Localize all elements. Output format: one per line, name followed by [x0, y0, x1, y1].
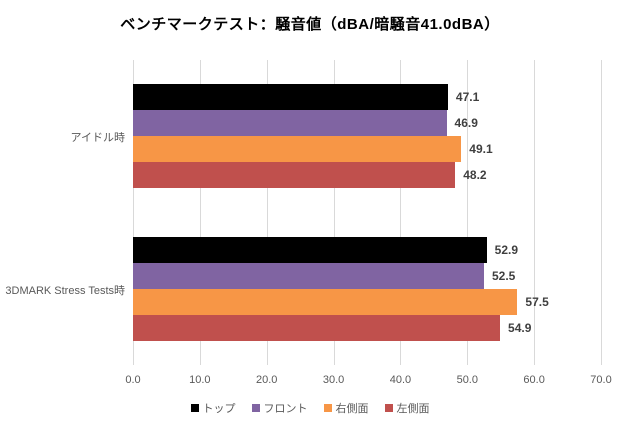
legend-item-左側面: 左側面: [384, 400, 430, 416]
x-tick-label: 10.0: [189, 374, 211, 386]
bar-左側面-アイドル時: [133, 162, 456, 189]
bar-トップ-アイドル時: [133, 84, 448, 111]
legend-swatch-icon: [190, 404, 199, 412]
x-tick-label: 70.0: [590, 374, 612, 386]
value-label: 49.1: [469, 142, 493, 157]
bar-group: 52.9 52.5 57.5 54.9: [133, 236, 601, 341]
gridline: [333, 60, 335, 365]
value-label: 54.9: [508, 320, 532, 335]
x-axis: 0.0 10.0 20.0 30.0 40.0 50.0 60.0 70.0: [125, 374, 611, 388]
legend-item-フロント: フロント: [251, 400, 308, 416]
x-tick-label: 60.0: [523, 374, 545, 386]
legend-item-右側面: 右側面: [323, 400, 369, 416]
value-label: 57.5: [525, 294, 549, 309]
x-tick-label: 50.0: [456, 374, 478, 386]
legend-label: 右側面: [335, 403, 369, 415]
bar-左側面-3DMARK Stress Tests時: [133, 314, 501, 341]
chart-legend: トップ フロント 右側面 左側面: [0, 400, 620, 416]
bar-トップ-3DMARK Stress Tests時: [133, 236, 487, 263]
value-label: 52.9: [494, 242, 519, 257]
legend-swatch-icon: [251, 404, 260, 412]
bar-group: 47.1 46.9 49.1 48.2: [133, 84, 601, 189]
legend-item-トップ: トップ: [190, 400, 236, 416]
legend-label: フロント: [263, 403, 308, 415]
legend-swatch-icon: [384, 404, 393, 412]
value-label: 47.1: [455, 90, 480, 105]
x-tick-label: 20.0: [255, 374, 278, 386]
value-label: 48.2: [463, 168, 487, 183]
x-tick-label: 40.0: [389, 374, 412, 386]
gridline: [601, 60, 602, 365]
gridline: [400, 60, 402, 365]
bar-フロント-3DMARK Stress Tests時: [133, 262, 484, 289]
gridline: [266, 60, 268, 365]
category-label: アイドル時: [70, 132, 125, 145]
gridline: [199, 60, 201, 365]
bar-フロント-アイドル時: [133, 110, 447, 137]
x-tick-label: 0.0: [125, 374, 141, 386]
value-label: 52.5: [492, 268, 516, 283]
x-tick-label: 30.0: [322, 374, 345, 386]
value-label: 46.9: [454, 116, 478, 131]
bar-右側面-アイドル時: [133, 136, 462, 163]
gridline: [133, 60, 134, 365]
legend-label: トップ: [202, 403, 236, 415]
legend-label: 左側面: [396, 403, 430, 415]
bar-右側面-3DMARK Stress Tests時: [133, 288, 518, 315]
gridline: [534, 60, 536, 365]
category-label: 3DMARK Stress Tests時: [5, 284, 125, 297]
plot-area: 47.1 46.9 49.1 48.2 52.9 52.5 57.5 54.9: [133, 60, 602, 365]
gridline: [467, 60, 469, 365]
chart-title: ベンチマークテスト：騒音値（dBA/暗騒音41.0dBA）: [120, 16, 500, 33]
legend-swatch-icon: [323, 404, 332, 412]
